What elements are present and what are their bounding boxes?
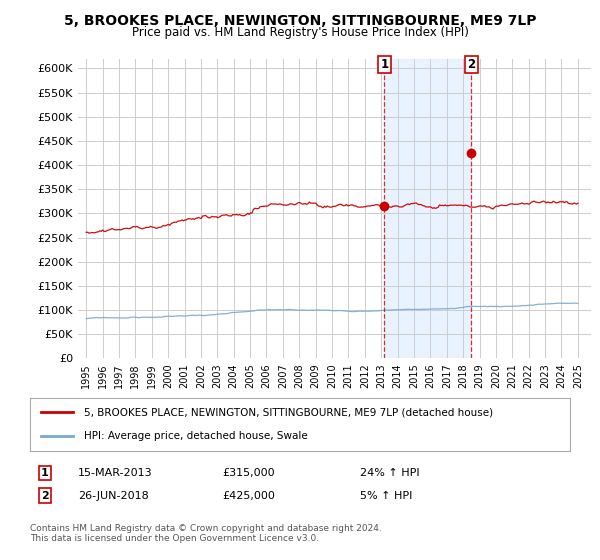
Text: 1: 1: [41, 468, 49, 478]
Text: 2: 2: [41, 491, 49, 501]
Text: 24% ↑ HPI: 24% ↑ HPI: [360, 468, 419, 478]
Text: £425,000: £425,000: [222, 491, 275, 501]
Text: 15-MAR-2013: 15-MAR-2013: [78, 468, 152, 478]
Text: 2: 2: [467, 58, 475, 71]
Text: 5% ↑ HPI: 5% ↑ HPI: [360, 491, 412, 501]
Text: 5, BROOKES PLACE, NEWINGTON, SITTINGBOURNE, ME9 7LP: 5, BROOKES PLACE, NEWINGTON, SITTINGBOUR…: [64, 14, 536, 28]
Text: 26-JUN-2018: 26-JUN-2018: [78, 491, 149, 501]
Text: HPI: Average price, detached house, Swale: HPI: Average price, detached house, Swal…: [84, 431, 308, 441]
Bar: [385, 59, 472, 358]
Text: Price paid vs. HM Land Registry's House Price Index (HPI): Price paid vs. HM Land Registry's House …: [131, 26, 469, 39]
Text: £315,000: £315,000: [222, 468, 275, 478]
Text: 5, BROOKES PLACE, NEWINGTON, SITTINGBOURNE, ME9 7LP (detached house): 5, BROOKES PLACE, NEWINGTON, SITTINGBOUR…: [84, 408, 493, 418]
Text: 1: 1: [380, 58, 389, 71]
Text: Contains HM Land Registry data © Crown copyright and database right 2024.
This d: Contains HM Land Registry data © Crown c…: [30, 524, 382, 543]
